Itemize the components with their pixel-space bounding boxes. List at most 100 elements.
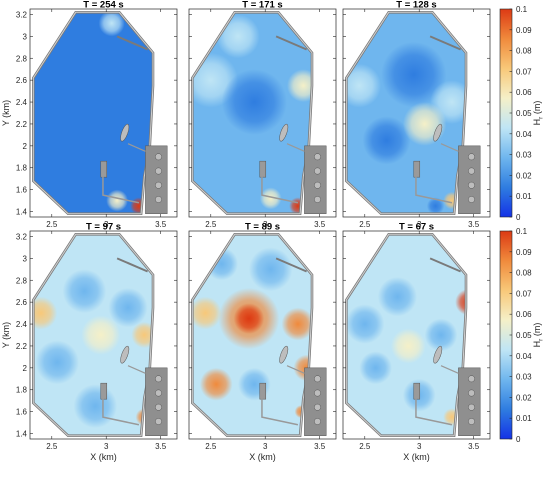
colorbar-tick-label: 0.03 (516, 373, 532, 382)
vessel-link (440, 143, 459, 152)
pier-walkway (415, 176, 453, 204)
panel: T = 254 s 2.5 3 3.5 1.4 1.6 1.8 2 2.2 2.4 2.6 2.8 3 3… (1, 0, 178, 229)
field-blob (106, 189, 128, 212)
x-tick-label: 3.5 (155, 220, 167, 229)
x-tick-label: 3.5 (314, 442, 326, 451)
wave-field (346, 12, 466, 214)
storage-tank (468, 375, 475, 383)
breakwater-inner (191, 233, 313, 437)
field-blob (108, 287, 148, 328)
storage-tank (155, 181, 162, 189)
y-tick-label: 3.2 (16, 10, 28, 19)
storage-tank (314, 167, 321, 175)
colorbar: 0 0.01 0.02 0.03 0.04 0.05 0.06 0.07 0.08 0.09 0.1… (499, 5, 545, 222)
y-tick-label: 3.2 (16, 232, 28, 241)
y-tick-label: 2.2 (16, 120, 28, 129)
moored-vessel (120, 123, 130, 142)
colorbar-tick-label: 0.05 (516, 331, 532, 340)
pier-head (413, 382, 421, 400)
x-tick-label: 2.5 (205, 442, 217, 451)
port-terminal (145, 145, 168, 214)
storage-tank (468, 403, 475, 411)
storage-tank (314, 403, 321, 411)
jetty (116, 35, 148, 51)
moored-vessel (433, 123, 443, 142)
panel: T = 89 s 2.5 3 3.5 X (km) (188, 222, 337, 462)
field-blob (346, 304, 385, 344)
colorbar-tick-label: 0.07 (516, 67, 532, 76)
colorbar-tick-label: 0.08 (516, 47, 532, 56)
colorbar-tick-label: 0.06 (516, 310, 532, 319)
y-tick-label: 1.6 (16, 186, 28, 195)
field-blob (35, 340, 79, 385)
storage-tank (314, 196, 321, 203)
colorbar-label-main: H (532, 341, 542, 348)
x-axis-label: X (km) (90, 452, 117, 462)
jetty (429, 35, 461, 51)
jetty (116, 257, 148, 273)
vessel-link (286, 143, 305, 152)
field-blob (259, 123, 304, 168)
x-tick-label: 2.5 (46, 220, 58, 229)
colorbar-tick-label: 0.1 (516, 227, 528, 236)
panel-title: T = 128 s (396, 0, 436, 11)
colorbar-label-sub: r (538, 338, 545, 341)
field-blob (390, 328, 426, 364)
storage-tank (155, 403, 162, 411)
port-terminal (458, 145, 481, 214)
colorbar-tick-label: 0.06 (516, 88, 532, 97)
field-blob (233, 303, 265, 334)
colorbar-tick-label: 0.02 (516, 171, 532, 180)
port-terminal (458, 367, 481, 436)
storage-tank (155, 167, 162, 175)
y-tick-label: 2.4 (16, 320, 28, 329)
y-tick-label: 2.6 (16, 298, 28, 307)
storage-tank (468, 167, 475, 175)
y-tick-label: 2 (23, 142, 28, 151)
panel: T = 97 s 2.5 3 3.5 1.4 1.6 1.8 2 2.2 2.4 2.6 2.8 3 3.… (1, 222, 178, 462)
colorbar-tick-label: 0 (516, 213, 521, 222)
colorbar-tick-label: 0.04 (516, 130, 532, 139)
colorbar-label-main: H (532, 119, 542, 126)
y-tick-label: 2.2 (16, 342, 28, 351)
pier-head (259, 382, 267, 400)
pier-head (259, 160, 267, 178)
vessel-link (440, 365, 459, 374)
field-blob (199, 367, 233, 401)
storage-tank (155, 375, 162, 383)
breakwater-inner (345, 11, 467, 215)
pier-walkway (102, 176, 140, 204)
breakwater-inner (32, 233, 154, 437)
colorbar-tick-label: 0 (516, 435, 521, 444)
x-tick-label: 3 (263, 442, 268, 451)
pier-walkway (261, 398, 299, 426)
x-tick-label: 2.5 (205, 220, 217, 229)
port-terminal (145, 367, 168, 436)
pier-walkway (102, 398, 140, 426)
y-tick-label: 1.4 (16, 208, 28, 217)
x-tick-label: 2.5 (359, 220, 371, 229)
storage-tank (155, 196, 162, 203)
x-tick-label: 3 (104, 220, 109, 229)
vessel-link (127, 365, 146, 374)
field-blob (33, 91, 90, 157)
field-blob (259, 187, 282, 210)
colorbar-tick-label: 0.03 (516, 151, 532, 160)
panel-title: T = 89 s (245, 222, 280, 233)
y-tick-label: 2.8 (16, 276, 28, 285)
y-tick-label: 2.4 (16, 98, 28, 107)
field-blob (98, 12, 125, 37)
field-blob (424, 318, 458, 352)
storage-tank (314, 181, 321, 189)
y-tick-label: 1.8 (16, 164, 28, 173)
colorbar: 0 0.01 0.02 0.03 0.04 0.05 0.06 0.07 0.08 0.09 0.1… (499, 227, 545, 444)
pier-walkway (261, 176, 299, 204)
storage-tank (314, 418, 321, 425)
y-tick-label: 3 (23, 254, 28, 263)
breakwater-inner (32, 11, 154, 215)
storage-tank (468, 418, 475, 425)
port-terminal (304, 145, 327, 214)
field-blob (426, 197, 445, 214)
moored-vessel (433, 345, 443, 364)
